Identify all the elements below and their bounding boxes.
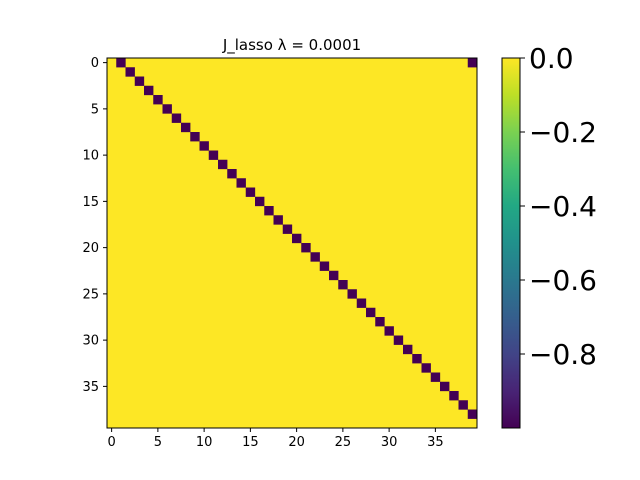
x-tick-label: 30	[381, 435, 398, 450]
heatmap-cell	[236, 178, 246, 188]
x-tick-label: 15	[242, 435, 259, 450]
heatmap-cell	[125, 67, 135, 77]
colorbar-ticks: 0.0 −0.2 −0.4 −0.6 −0.8	[520, 42, 597, 371]
colorbar-tick-label: −0.4	[529, 190, 597, 223]
heatmap-cell	[116, 58, 126, 68]
y-tick-label: 25	[82, 287, 99, 302]
heatmap-cell	[218, 159, 228, 170]
heatmap-cell	[171, 113, 182, 123]
heatmap-cell	[338, 280, 348, 290]
heatmap-cell	[329, 270, 339, 281]
heatmap-cell	[181, 122, 191, 133]
heatmap-cell	[190, 132, 200, 142]
plot-frame	[106, 57, 478, 429]
y-tick-label: 5	[91, 102, 99, 117]
heatmap-cell	[412, 354, 422, 364]
heatmap-cell	[356, 298, 367, 308]
heatmap-cell	[467, 409, 478, 419]
heatmap-cell	[366, 307, 376, 318]
heatmap-cell	[273, 215, 283, 225]
heatmap-cell	[255, 196, 265, 207]
y-tick-label: 15	[82, 195, 99, 210]
heatmap-cell	[440, 381, 450, 392]
x-tick-label: 35	[427, 435, 444, 450]
x-tick-label: 10	[196, 435, 213, 450]
x-tick-label: 5	[154, 435, 162, 450]
heatmap-cell	[162, 104, 172, 114]
heatmap-cell	[375, 317, 385, 327]
x-tick-label: 0	[107, 435, 115, 450]
heatmap-cell	[208, 150, 219, 160]
heatmap-cell	[421, 363, 431, 373]
colorbar-tick-label: −0.8	[529, 338, 597, 371]
y-tick-label: 0	[91, 56, 99, 71]
plot-area	[106, 57, 478, 429]
colorbar-gradient	[501, 57, 521, 429]
y-tick-label: 30	[82, 334, 99, 349]
heatmap-cell	[310, 252, 320, 262]
heatmap-cell	[384, 326, 394, 336]
y-axis: 0 5 10 15 20 25 30 35	[82, 56, 107, 395]
heatmap-cell	[319, 261, 330, 271]
heatmap-cell	[458, 400, 468, 410]
heatmap-cell	[245, 187, 256, 197]
heatmap-cell	[199, 141, 209, 151]
y-tick-label: 35	[82, 380, 99, 395]
colorbar-tick-label: −0.6	[529, 264, 597, 297]
x-tick-label: 25	[335, 435, 352, 450]
heatmap-cell	[144, 85, 154, 96]
colorbar: 0.0 −0.2 −0.4 −0.6 −0.8	[501, 42, 597, 429]
heatmap-cell	[393, 335, 404, 345]
heatmap-cell	[227, 169, 237, 179]
heatmap-cells	[116, 58, 478, 419]
heatmap-cell	[467, 58, 478, 68]
y-tick-label: 20	[82, 241, 99, 256]
chart-title: J_lasso λ = 0.0001	[222, 36, 361, 55]
x-axis: 0 5 10 15 20 25 30 35	[107, 428, 444, 450]
heatmap-cell	[153, 95, 163, 105]
heatmap-cell	[301, 243, 311, 253]
heatmap-cell	[282, 224, 293, 234]
heatmap-cell	[264, 206, 274, 216]
heatmap-cell	[292, 233, 302, 244]
heatmap-cell	[449, 391, 459, 401]
x-tick-label: 20	[288, 435, 305, 450]
heatmap-cell	[430, 372, 441, 382]
heatmap-cell	[347, 289, 357, 299]
colorbar-tick-label: −0.2	[529, 116, 597, 149]
y-tick-label: 10	[82, 149, 99, 164]
heatmap-cell	[403, 344, 413, 355]
colorbar-tick-label: 0.0	[529, 42, 574, 75]
heatmap-cell	[134, 76, 145, 86]
